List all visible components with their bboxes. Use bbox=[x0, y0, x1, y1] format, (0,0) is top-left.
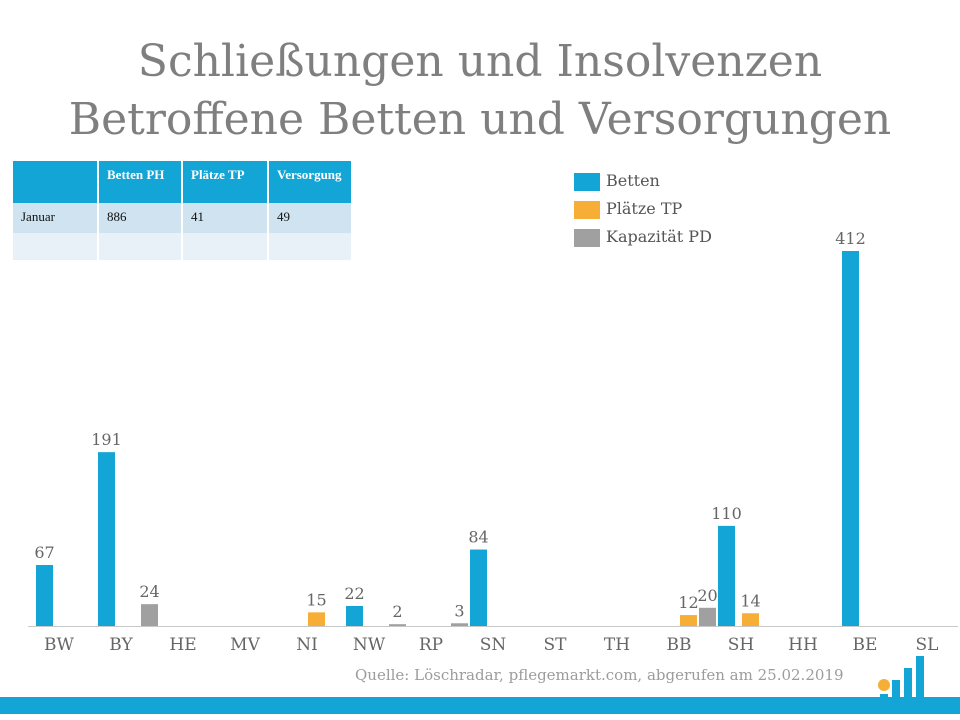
bar-betten-nw bbox=[346, 605, 363, 626]
brand-logo-icon bbox=[878, 656, 924, 714]
x-tick-label-st: ST bbox=[544, 635, 568, 655]
x-tick-label-bw: BW bbox=[44, 635, 74, 655]
legend-swatch-betten bbox=[574, 173, 600, 191]
x-tick-label-by: BY bbox=[109, 635, 133, 655]
legend-swatch-plaetze-tp bbox=[574, 201, 600, 219]
data-label-pl-tze-tp-bb: 12 bbox=[678, 593, 698, 612]
header-cell-versorgung: Versorgung bbox=[269, 161, 351, 203]
bar-kapazit-t-pd-rp bbox=[451, 623, 468, 626]
x-tick-label-rp: RP bbox=[419, 635, 443, 655]
table-cell-empty bbox=[99, 233, 181, 260]
legend-label-kapazitaet-pd: Kapazität PD bbox=[606, 227, 712, 246]
x-tick-label-ni: NI bbox=[296, 635, 318, 655]
chart-title-line2: Betroffene Betten und Versorgungen bbox=[68, 94, 892, 145]
x-tick-label-be: BE bbox=[853, 635, 878, 655]
data-label-betten-sh: 110 bbox=[711, 504, 742, 523]
table-row: Januar 886 41 49 bbox=[13, 203, 351, 233]
footer-band bbox=[0, 697, 960, 714]
bar-pl-tze-tp-sh bbox=[742, 613, 759, 626]
bar-pl-tze-tp-ni bbox=[308, 612, 325, 626]
table-cell-plaetze: 41 bbox=[183, 203, 267, 233]
data-label-betten-bw: 67 bbox=[34, 543, 54, 562]
data-label-betten-sn: 84 bbox=[468, 528, 488, 547]
x-tick-label-sn: SN bbox=[480, 635, 507, 655]
data-label-kapazit-t-pd-nw: 2 bbox=[392, 602, 402, 621]
x-tick-label-hh: HH bbox=[788, 635, 818, 655]
table-cell-betten: 886 bbox=[99, 203, 181, 233]
data-label-betten-nw: 22 bbox=[344, 584, 364, 603]
bar-kapazit-t-pd-by bbox=[141, 604, 158, 626]
x-tick-label-th: TH bbox=[604, 635, 630, 655]
x-tick-label-he: HE bbox=[169, 635, 196, 655]
header-cell-betten-ph: Betten PH bbox=[99, 161, 181, 203]
table-cell-empty bbox=[183, 233, 267, 260]
legend-label-betten: Betten bbox=[606, 171, 660, 190]
data-label-betten-by: 191 bbox=[91, 430, 122, 449]
bar-kapazit-t-pd-bb bbox=[699, 607, 716, 626]
legend-swatch-kapazitaet-pd bbox=[574, 229, 600, 247]
x-tick-label-sl: SL bbox=[916, 635, 939, 655]
header-cell-blank bbox=[13, 161, 97, 203]
data-label-betten-be: 412 bbox=[835, 229, 866, 248]
x-tick-label-nw: NW bbox=[353, 635, 386, 655]
data-label-kapazit-t-pd-bb: 20 bbox=[697, 586, 717, 605]
bar-betten-sh bbox=[718, 525, 735, 626]
table-row bbox=[13, 233, 351, 260]
data-label-pl-tze-tp-sh: 14 bbox=[740, 591, 760, 610]
bar-betten-by bbox=[98, 452, 115, 626]
data-label-kapazit-t-pd-by: 24 bbox=[139, 582, 159, 601]
summary-table: Betten PH Plätze TP Versorgung Januar 88… bbox=[11, 161, 353, 260]
x-tick-label-mv: MV bbox=[230, 635, 260, 655]
bar-betten-sn bbox=[470, 549, 487, 626]
legend-label-plaetze-tp: Plätze TP bbox=[606, 199, 683, 218]
table-cell-empty bbox=[13, 233, 97, 260]
table-cell-versorgung: 49 bbox=[269, 203, 351, 233]
chart-title-line1: Schließungen und Insolvenzen bbox=[137, 36, 823, 87]
bar-betten-be bbox=[842, 251, 859, 626]
bar-betten-bw bbox=[36, 565, 53, 626]
x-tick-label-sh: SH bbox=[728, 635, 754, 655]
table-cell-month: Januar bbox=[13, 203, 97, 233]
data-label-kapazit-t-pd-rp: 3 bbox=[454, 601, 464, 620]
bar-pl-tze-tp-bb bbox=[680, 615, 697, 626]
bar-kapazit-t-pd-nw bbox=[389, 624, 406, 626]
table-cell-empty bbox=[269, 233, 351, 260]
source-note: Quelle: Löschradar, pflegemarkt.com, abg… bbox=[355, 666, 844, 684]
data-label-pl-tze-tp-ni: 15 bbox=[306, 590, 326, 609]
x-tick-label-bb: BB bbox=[667, 635, 692, 655]
header-cell-plaetze-tp: Plätze TP bbox=[183, 161, 267, 203]
summary-table-header: Betten PH Plätze TP Versorgung bbox=[13, 161, 351, 203]
